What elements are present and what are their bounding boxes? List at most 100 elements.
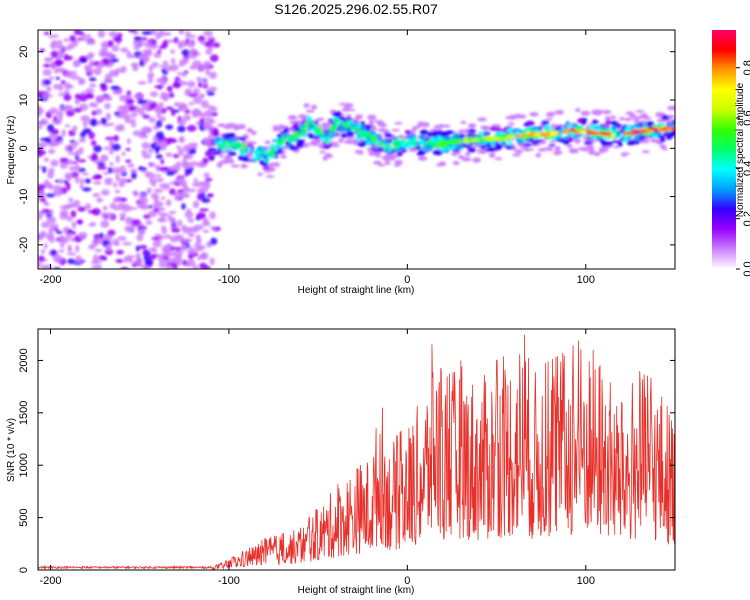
noise-blob — [42, 92, 48, 100]
ridge-blob — [610, 115, 616, 120]
noise-blob — [180, 193, 191, 198]
noise-blob — [100, 212, 106, 219]
ridge-blob — [507, 122, 516, 126]
ridge-blob — [373, 160, 382, 165]
noise-blob — [200, 197, 211, 203]
ridge-blob — [641, 150, 650, 154]
noise-blob — [70, 145, 77, 149]
noise-blob — [119, 165, 127, 174]
ridge-blob — [384, 134, 394, 138]
noise-blob — [149, 91, 159, 97]
noise-blob — [89, 83, 97, 88]
noise-blob — [188, 246, 195, 254]
colorbar-ticks: 0.0 0.2 0.4 0.6 0.8 — [736, 60, 750, 277]
noise-blob — [151, 61, 159, 68]
ridge-blob — [331, 128, 337, 132]
ridge-blob — [272, 125, 279, 129]
snr-x-label: Height of straight line (km) — [298, 585, 415, 596]
ridge-blob — [265, 175, 275, 178]
noise-blob — [41, 208, 51, 214]
noise-blob — [148, 247, 157, 252]
ridge-core-blob — [560, 131, 566, 134]
ridge-blob — [583, 141, 593, 145]
noise-blob — [91, 239, 98, 248]
ridge-blob — [612, 145, 620, 149]
noise-blob — [119, 197, 128, 202]
noise-blob — [165, 106, 174, 110]
ridge-blob — [452, 161, 460, 165]
ridge-blob — [587, 145, 594, 150]
noise-blob — [65, 110, 75, 117]
noise-blob — [172, 154, 180, 159]
ridge-blob — [220, 145, 227, 149]
ridge-blob — [659, 138, 666, 143]
spectrogram-y-tick-label: 10 — [18, 94, 30, 106]
ridge-blob — [495, 144, 503, 150]
ridge-blob — [368, 120, 374, 125]
ridge-blob — [226, 149, 232, 152]
ridge-blob — [631, 140, 640, 145]
noise-blob — [203, 172, 210, 179]
ridge-blob — [651, 133, 659, 139]
noise-blob — [104, 103, 111, 110]
noise-blob — [38, 261, 42, 269]
noise-blob — [39, 137, 50, 142]
noise-blob — [165, 265, 173, 269]
ridge-blob — [338, 127, 345, 133]
noise-blob — [95, 95, 106, 103]
ridge-blob — [238, 136, 247, 141]
noise-blob — [71, 141, 79, 147]
noise-blob — [93, 180, 102, 185]
noise-blob — [204, 150, 213, 157]
noise-blob — [100, 220, 110, 228]
ridge-blob — [361, 132, 367, 137]
snr-y-label: SNR (10 * v/v) — [6, 418, 17, 482]
snr-y-tick-label: 1000 — [18, 453, 30, 477]
noise-blob — [141, 103, 151, 110]
noise-blob — [196, 76, 202, 82]
ridge-blob — [508, 141, 513, 146]
noise-blob — [167, 166, 177, 172]
noise-blob — [62, 180, 69, 184]
noise-blob — [124, 95, 133, 100]
noise-blob — [84, 178, 92, 184]
noise-blob — [51, 39, 58, 48]
noise-blob — [107, 211, 113, 220]
noise-blob — [128, 105, 136, 112]
noise-blob — [208, 38, 216, 43]
ridge-blob — [230, 164, 241, 168]
noise-blob — [148, 205, 153, 209]
noise-blob — [55, 230, 63, 234]
noise-blob — [58, 235, 66, 242]
noise-blob — [128, 30, 136, 33]
noise-blob — [197, 81, 203, 88]
noise-blob — [170, 49, 175, 54]
ridge-blob — [438, 124, 446, 128]
noise-blob — [111, 143, 121, 151]
noise-blob — [196, 212, 206, 220]
snr-y-tick-label: 500 — [18, 508, 30, 526]
ridge-core-blob — [579, 130, 587, 134]
noise-blob — [187, 232, 195, 238]
ridge-blob — [465, 151, 471, 157]
noise-blob — [189, 101, 194, 106]
noise-blob — [159, 116, 166, 122]
ridge-blob — [611, 140, 621, 143]
noise-blob — [127, 118, 137, 125]
ridge-blob — [227, 151, 237, 156]
noise-blob — [112, 182, 118, 188]
ridge-blob — [313, 130, 320, 133]
noise-blob — [158, 212, 164, 217]
noise-blob — [56, 39, 63, 48]
noise-blob — [41, 266, 48, 269]
noise-blob — [58, 178, 64, 185]
noise-blob — [135, 252, 142, 260]
ridge-core-blob — [568, 129, 577, 132]
noise-blob — [166, 170, 175, 176]
ridge-blob — [517, 138, 524, 144]
noise-blob — [159, 183, 167, 188]
ridge-blob — [406, 140, 410, 145]
noise-blob — [192, 60, 202, 68]
ridge-blob — [218, 123, 226, 128]
noise-blob — [44, 58, 53, 63]
